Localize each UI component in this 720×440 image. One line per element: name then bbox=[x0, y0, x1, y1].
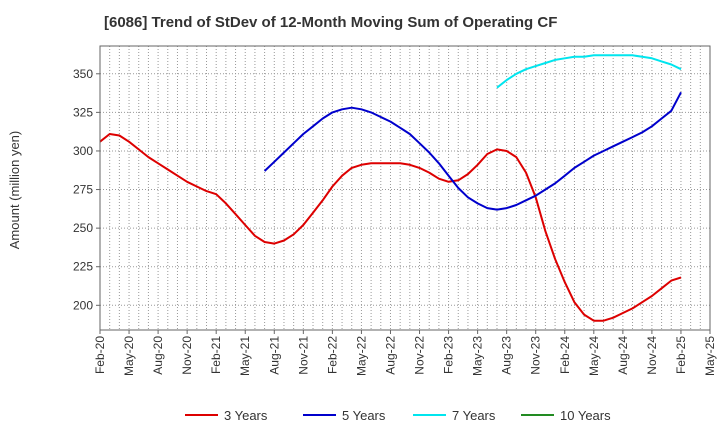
y-tick-label: 250 bbox=[73, 221, 93, 235]
plot-frame bbox=[99, 45, 711, 331]
x-tick-label: Aug-22 bbox=[383, 336, 397, 375]
y-tick-label: 200 bbox=[73, 298, 93, 312]
x-tick-label: May-25 bbox=[703, 336, 717, 376]
chart-title: [6086] Trend of StDev of 12-Month Moving… bbox=[104, 14, 558, 31]
x-tick-label: May-20 bbox=[122, 336, 136, 376]
x-tick-label: Feb-21 bbox=[209, 336, 223, 374]
legend-label: 7 Years bbox=[452, 408, 496, 423]
series-line-7-years bbox=[496, 54, 682, 89]
x-tick-label: May-22 bbox=[354, 336, 368, 376]
legend-label: 5 Years bbox=[342, 408, 386, 423]
plot-background bbox=[100, 46, 710, 330]
x-tick-label: Aug-23 bbox=[500, 336, 514, 375]
x-tick-label: Feb-23 bbox=[442, 336, 456, 374]
x-tick-label: Feb-24 bbox=[558, 336, 572, 374]
y-tick-label: 325 bbox=[73, 105, 93, 119]
x-tick-label: Aug-20 bbox=[151, 336, 165, 375]
x-tick-label: Nov-24 bbox=[645, 336, 659, 375]
y-axis-title: Amount (million yen) bbox=[7, 131, 22, 250]
x-tick-label: May-24 bbox=[587, 336, 601, 376]
legend-label: 10 Years bbox=[560, 408, 611, 423]
x-tick-label: Nov-20 bbox=[180, 336, 194, 375]
x-axis-ticks: Feb-20 May-20 Aug-20 Nov-20 Feb-21 May-21 Aug-… bbox=[93, 330, 717, 376]
y-axis-ticks: 200 225 250 275 300 325 350 bbox=[73, 67, 100, 312]
x-tick-label: Aug-24 bbox=[616, 336, 630, 375]
y-tick-label: 275 bbox=[73, 183, 93, 197]
x-tick-label: Nov-21 bbox=[296, 336, 310, 375]
x-tick-label: Feb-20 bbox=[93, 336, 107, 374]
y-tick-label: 300 bbox=[73, 144, 93, 158]
x-tick-label: Nov-23 bbox=[529, 336, 543, 375]
x-tick-label: Nov-22 bbox=[413, 336, 427, 375]
legend: 3 Years 5 Years 7 Years 10 Years bbox=[185, 408, 611, 423]
x-tick-label: Feb-22 bbox=[325, 336, 339, 374]
series-line-3-years bbox=[99, 133, 682, 322]
series-line-5-years bbox=[263, 91, 682, 211]
x-tick-label: Aug-21 bbox=[267, 336, 281, 375]
legend-label: 3 Years bbox=[224, 408, 268, 423]
y-tick-label: 350 bbox=[73, 67, 93, 81]
x-tick-label: Feb-25 bbox=[674, 336, 688, 374]
series-lines bbox=[99, 54, 682, 322]
y-tick-label: 225 bbox=[73, 260, 93, 274]
x-tick-label: May-23 bbox=[471, 336, 485, 376]
x-tick-label: May-21 bbox=[238, 336, 252, 376]
